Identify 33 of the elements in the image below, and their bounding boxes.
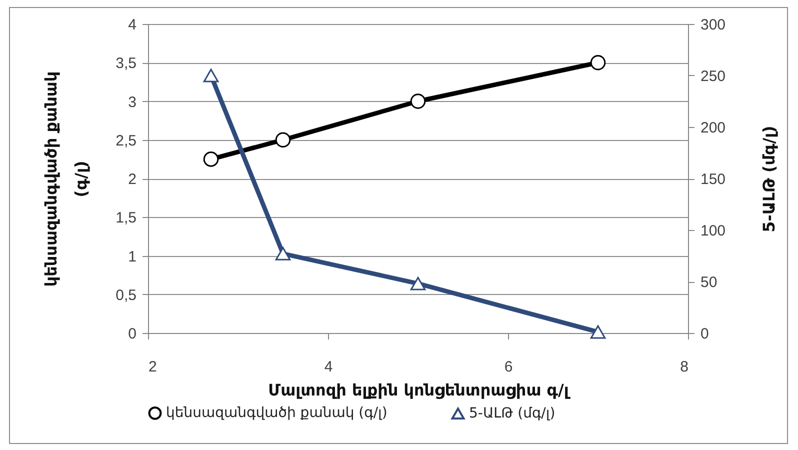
- legend-label: կենսազանգվածի քանակ (գ/լ): [166, 405, 388, 422]
- y-tick-label: 2: [128, 171, 136, 188]
- point: [203, 152, 219, 167]
- x-tick-label: 2: [148, 358, 157, 376]
- point: [410, 94, 426, 109]
- point: [590, 325, 606, 339]
- y-tick-label: 0: [128, 326, 136, 342]
- y-axis-title: կենսազանգվածի քանակ (գ/լ): [42, 71, 91, 287]
- x-tick-label: 8: [680, 358, 688, 376]
- point: [590, 54, 606, 70]
- y2-axis-title: 5-ԱԼԹ (մգ/լ): [760, 126, 779, 232]
- y2-tick-label: 50: [700, 274, 718, 291]
- x-tick-label: 6: [504, 358, 513, 376]
- y-tick-label: 3: [128, 94, 136, 111]
- y-tick-label: 1,5: [116, 210, 136, 227]
- y-tick-label: 4: [128, 16, 136, 34]
- y2-tick-label: 150: [700, 171, 726, 188]
- y2-tick-label: 200: [700, 120, 726, 136]
- y2-tick-label: 250: [700, 68, 726, 85]
- legend-label: 5-ԱԼԹ (մգ/լ): [469, 406, 556, 422]
- x-tick-label: 4: [324, 358, 333, 376]
- y-tick-label: 3,5: [116, 55, 136, 72]
- point: [275, 246, 291, 260]
- y-tick-label: 0,5: [116, 286, 136, 304]
- x-axis-title: Մալտոզի ելքին կոնցենտրացիա գ/լ: [268, 380, 571, 400]
- y-tick-label: 1: [128, 248, 136, 266]
- y2-tick-label: 300: [700, 16, 726, 34]
- point: [410, 276, 426, 290]
- y2-tick-label: 0: [700, 326, 709, 342]
- point: [275, 132, 291, 148]
- point: [203, 68, 219, 82]
- y-tick-label: 2,5: [116, 132, 136, 150]
- y2-tick-label: 100: [700, 222, 726, 240]
